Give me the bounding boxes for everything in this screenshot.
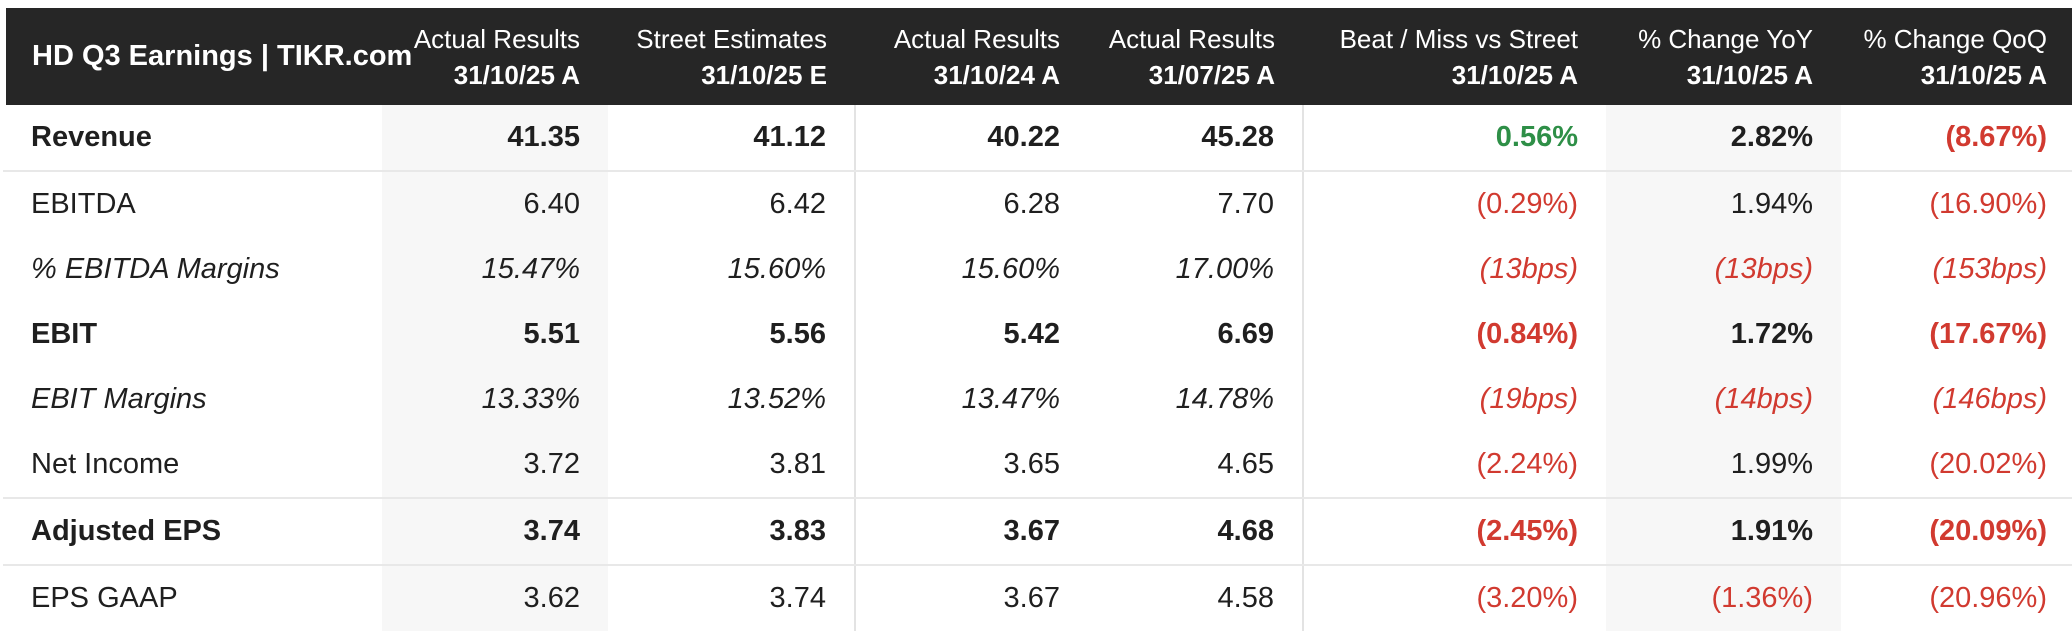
table-row: % EBITDA Margins 15.47% 15.60% 15.60% 17.00%… <box>3 237 2072 302</box>
column-header-label: % Change QoQ <box>1863 23 2047 54</box>
column-header-date: 31/10/25 A <box>1686 59 1813 90</box>
cell-value: (13bps) <box>1606 237 1841 302</box>
column-header-beat-miss: Beat / Miss vs Street 31/10/25 A <box>1303 0 1606 105</box>
cell-value: 5.56 <box>769 318 826 350</box>
column-header-date: 31/10/24 A <box>933 59 1060 90</box>
cell-value: 3.83 <box>608 498 855 566</box>
cell-value: (16.90%) <box>1929 188 2047 220</box>
cell-value: 3.67 <box>854 565 1088 631</box>
cell-value: 6.69 <box>1217 318 1274 350</box>
row-label: Net Income <box>3 432 382 499</box>
column-header-actual-current: Actual Results 31/10/25 A <box>382 0 608 105</box>
cell-value: 2.82% <box>1606 105 1841 172</box>
column-header-date: 31/10/25 E <box>701 59 827 90</box>
cell-value: 4.68 <box>1088 498 1303 566</box>
cell-value: (153bps) <box>1932 253 2047 285</box>
cell-value: 0.56% <box>1302 105 1606 172</box>
cell-value: (0.29%) <box>1302 171 1606 237</box>
cell-value: 5.42 <box>854 302 1088 367</box>
cell-value: (17.67%) <box>1929 318 2047 350</box>
cell-value: 6.28 <box>854 171 1088 237</box>
column-header-label: Actual Results <box>1108 23 1275 54</box>
cell-value: 3.62 <box>382 565 608 631</box>
column-header-change-yoy: % Change YoY 31/10/25 A <box>1606 0 1841 105</box>
column-header-label: Street Estimates <box>636 23 827 54</box>
row-label: EBIT <box>31 318 98 350</box>
cell-value: (2.24%) <box>1302 432 1606 499</box>
cell-value: 15.47% <box>382 237 608 302</box>
cell-value: (14bps) <box>1606 367 1841 432</box>
cell-value: 1.94% <box>1606 171 1841 237</box>
cell-value: (20.09%) <box>1841 498 2072 566</box>
cell-value: 6.42 <box>769 188 826 220</box>
column-header-actual-prior-quarter: Actual Results 31/07/25 A <box>1088 0 1303 105</box>
table-header: HD Q3 Earnings | TIKR.com Actual Results… <box>0 0 2072 105</box>
cell-value: 15.60% <box>727 253 826 285</box>
cell-value: 3.72 <box>382 432 608 499</box>
row-label: EBITDA <box>31 188 136 220</box>
cell-value: (0.84%) <box>1302 302 1606 367</box>
row-label: EBIT Margins <box>31 383 207 415</box>
cell-value: 4.58 <box>1217 582 1274 614</box>
header-row: HD Q3 Earnings | TIKR.com Actual Results… <box>0 0 2072 105</box>
column-header-date: 31/07/25 A <box>1148 59 1275 90</box>
table-row: EPS GAAP 3.62 3.74 3.67 4.58 (3.20%) (1.36%) (2… <box>3 565 2072 631</box>
cell-value: 4.65 <box>1088 432 1303 499</box>
cell-value: (20.96%) <box>1929 582 2047 614</box>
cell-value: 3.74 <box>382 498 608 566</box>
column-header-date: 31/10/25 A <box>453 59 580 90</box>
cell-value: 17.00% <box>1175 253 1274 285</box>
cell-value: 41.35 <box>382 105 608 172</box>
cell-value: 41.12 <box>608 105 855 172</box>
column-header-actual-prior-year: Actual Results 31/10/24 A <box>855 0 1088 105</box>
cell-value: 45.28 <box>1088 105 1303 172</box>
cell-value: 3.81 <box>608 432 855 499</box>
table-row: EBITDA 6.40 6.42 6.28 7.70 (0.29%) 1.94% (16.90… <box>3 171 2072 237</box>
cell-value: (146bps) <box>1932 383 2047 415</box>
column-header-label: Beat / Miss vs Street <box>1339 23 1578 54</box>
row-label: Revenue <box>3 105 382 172</box>
cell-value: 1.99% <box>1606 432 1841 499</box>
cell-value: 14.78% <box>1175 383 1274 415</box>
table-row: EBIT Margins 13.33% 13.52% 13.47% 14.78% (19b… <box>3 367 2072 432</box>
cell-value: (13bps) <box>1302 237 1606 302</box>
column-header-label: Actual Results <box>413 23 580 54</box>
cell-value: 13.33% <box>382 367 608 432</box>
table-row: Revenue 41.35 41.12 40.22 45.28 0.56% 2.82% (8.… <box>3 105 2072 172</box>
column-header-date: 31/10/25 A <box>1451 59 1578 90</box>
table-row: Adjusted EPS 3.74 3.83 3.67 4.68 (2.45%) 1.91%… <box>3 498 2072 566</box>
cell-value: (19bps) <box>1302 367 1606 432</box>
table-row: Net Income 3.72 3.81 3.65 4.65 (2.24%) 1.99% (2… <box>3 432 2072 499</box>
column-header-label: % Change YoY <box>1638 23 1813 54</box>
cell-value: (20.02%) <box>1841 432 2072 499</box>
cell-value: 6.40 <box>382 171 608 237</box>
cell-value: 13.52% <box>727 383 826 415</box>
cell-value: 40.22 <box>854 105 1088 172</box>
cell-value: 1.91% <box>1606 498 1841 566</box>
cell-value: (1.36%) <box>1606 565 1841 631</box>
table-row: EBIT 5.51 5.56 5.42 6.69 (0.84%) 1.72% (17.67%) <box>3 302 2072 367</box>
row-label: % EBITDA Margins <box>31 253 280 285</box>
table-body: Revenue 41.35 41.12 40.22 45.28 0.56% 2.82% (8.… <box>3 105 2072 631</box>
cell-value: 15.60% <box>854 237 1088 302</box>
column-header-label: Actual Results <box>893 23 1060 54</box>
page-title: HD Q3 Earnings | TIKR.com <box>0 0 412 105</box>
cell-value: 3.65 <box>854 432 1088 499</box>
column-header-date: 31/10/25 A <box>1920 59 2047 90</box>
cell-value: 1.72% <box>1606 302 1841 367</box>
row-label: Adjusted EPS <box>3 498 382 566</box>
column-header-street-estimates: Street Estimates 31/10/25 E <box>608 0 855 105</box>
row-label: EPS GAAP <box>31 582 178 614</box>
cell-value: (8.67%) <box>1841 105 2072 172</box>
cell-value: 3.67 <box>854 498 1088 566</box>
cell-value: 13.47% <box>854 367 1088 432</box>
cell-value: (2.45%) <box>1302 498 1606 566</box>
cell-value: 3.74 <box>769 582 826 614</box>
cell-value: 7.70 <box>1217 188 1274 220</box>
cell-value: (3.20%) <box>1302 565 1606 631</box>
column-header-change-qoq: % Change QoQ 31/10/25 A <box>1841 0 2072 105</box>
cell-value: 5.51 <box>382 302 608 367</box>
